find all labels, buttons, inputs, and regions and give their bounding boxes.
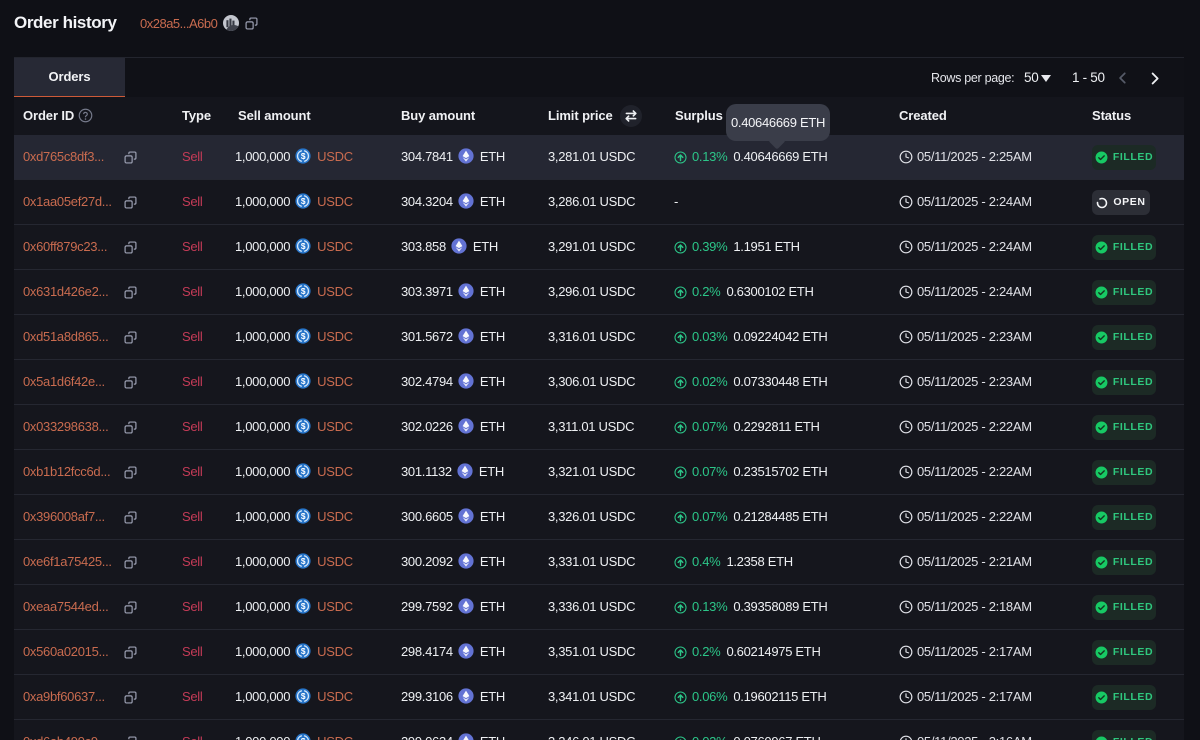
svg-text:$: $ <box>301 646 306 656</box>
svg-text:$: $ <box>301 151 306 161</box>
svg-text:$: $ <box>301 511 306 521</box>
svg-text:$: $ <box>301 691 306 701</box>
svg-text:$: $ <box>301 331 306 341</box>
svg-text:$: $ <box>301 196 306 206</box>
svg-text:$: $ <box>301 286 306 296</box>
svg-text:$: $ <box>301 736 306 740</box>
svg-text:$: $ <box>301 601 306 611</box>
svg-text:$: $ <box>301 376 306 386</box>
svg-text:$: $ <box>301 466 306 476</box>
svg-text:$: $ <box>301 241 306 251</box>
svg-text:$: $ <box>301 556 306 566</box>
svg-text:$: $ <box>301 421 306 431</box>
